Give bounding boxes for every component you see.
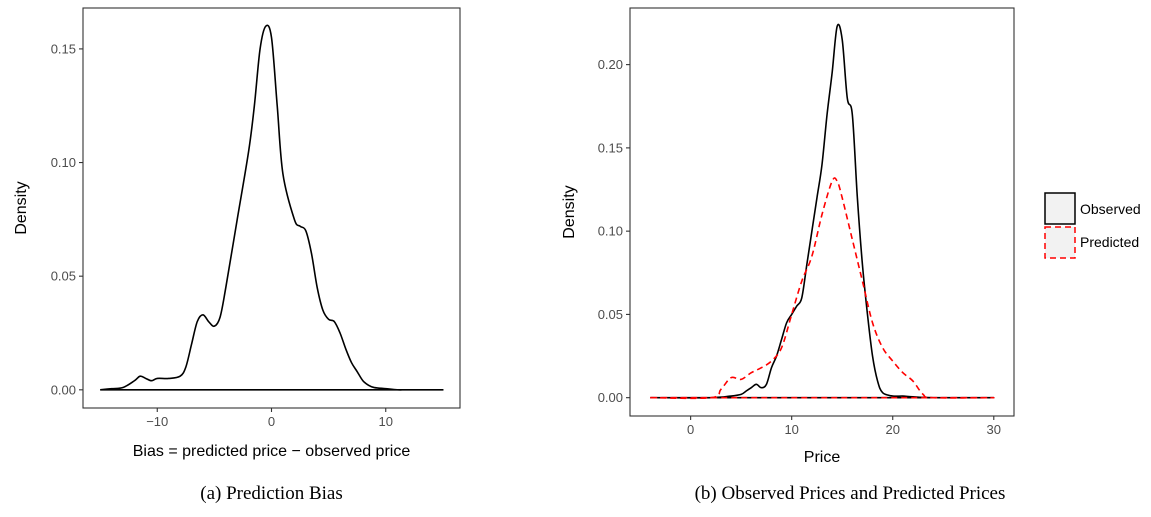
- chart-a-series: [100, 24, 444, 391]
- legend-label-predicted: Predicted: [1080, 234, 1139, 250]
- legend-key-predicted: [1044, 226, 1076, 259]
- chart-b-y-axis-label: Density: [561, 185, 578, 238]
- x-tick-label: −10: [146, 414, 168, 429]
- chart-a-x-axis-label: Bias = predicted price − observed price: [133, 443, 411, 460]
- chart-a-series-density-line: [100, 24, 444, 391]
- y-tick-label: 0.15: [598, 140, 623, 155]
- chart-a-y-axis-label: Density: [13, 181, 30, 234]
- chart-b: 0 10 20 30 0.00 0.05 0.10 0.15 0.20 Price Densi…: [561, 7, 1141, 504]
- y-tick-label: 0.05: [598, 307, 623, 322]
- chart-b-series-observed-line: [650, 23, 995, 399]
- chart-b-x-ticks: 0 10 20 30: [687, 416, 1001, 437]
- chart-b-series-predicted-line: [650, 177, 995, 400]
- chart-a-x-ticks: −10 0 10: [146, 408, 393, 429]
- y-tick-label: 0.20: [598, 57, 623, 72]
- chart-b-series: [650, 23, 995, 400]
- chart-a-caption: (a) Prediction Bias: [200, 483, 342, 504]
- chart-a-panel: [82, 7, 461, 409]
- x-tick-label: 20: [886, 422, 900, 437]
- chart-b-caption: (b) Observed Prices and Predicted Prices: [695, 483, 1006, 504]
- chart-b-legend: Observed Predicted: [1044, 192, 1141, 259]
- y-tick-label: 0.00: [51, 382, 76, 397]
- x-tick-label: 10: [784, 422, 798, 437]
- legend-key-observed: [1044, 192, 1076, 225]
- chart-b-x-axis-label: Price: [804, 449, 841, 466]
- y-tick-label: 0.15: [51, 41, 76, 56]
- chart-a: −10 0 10 0.00 0.05 0.10 0.15 Bias = predicted…: [13, 7, 461, 504]
- y-tick-label: 0.05: [51, 269, 76, 284]
- chart-a-y-ticks: 0.00 0.05 0.10 0.15: [51, 41, 83, 397]
- chart-b-y-ticks: 0.00 0.05 0.10 0.15 0.20: [598, 57, 630, 405]
- y-tick-label: 0.00: [598, 390, 623, 405]
- x-tick-label: 30: [987, 422, 1001, 437]
- x-tick-label: 0: [268, 414, 275, 429]
- x-tick-label: 10: [379, 414, 393, 429]
- y-tick-label: 0.10: [598, 224, 623, 239]
- x-tick-label: 0: [687, 422, 694, 437]
- y-tick-label: 0.10: [51, 155, 76, 170]
- legend-label-observed: Observed: [1080, 201, 1141, 217]
